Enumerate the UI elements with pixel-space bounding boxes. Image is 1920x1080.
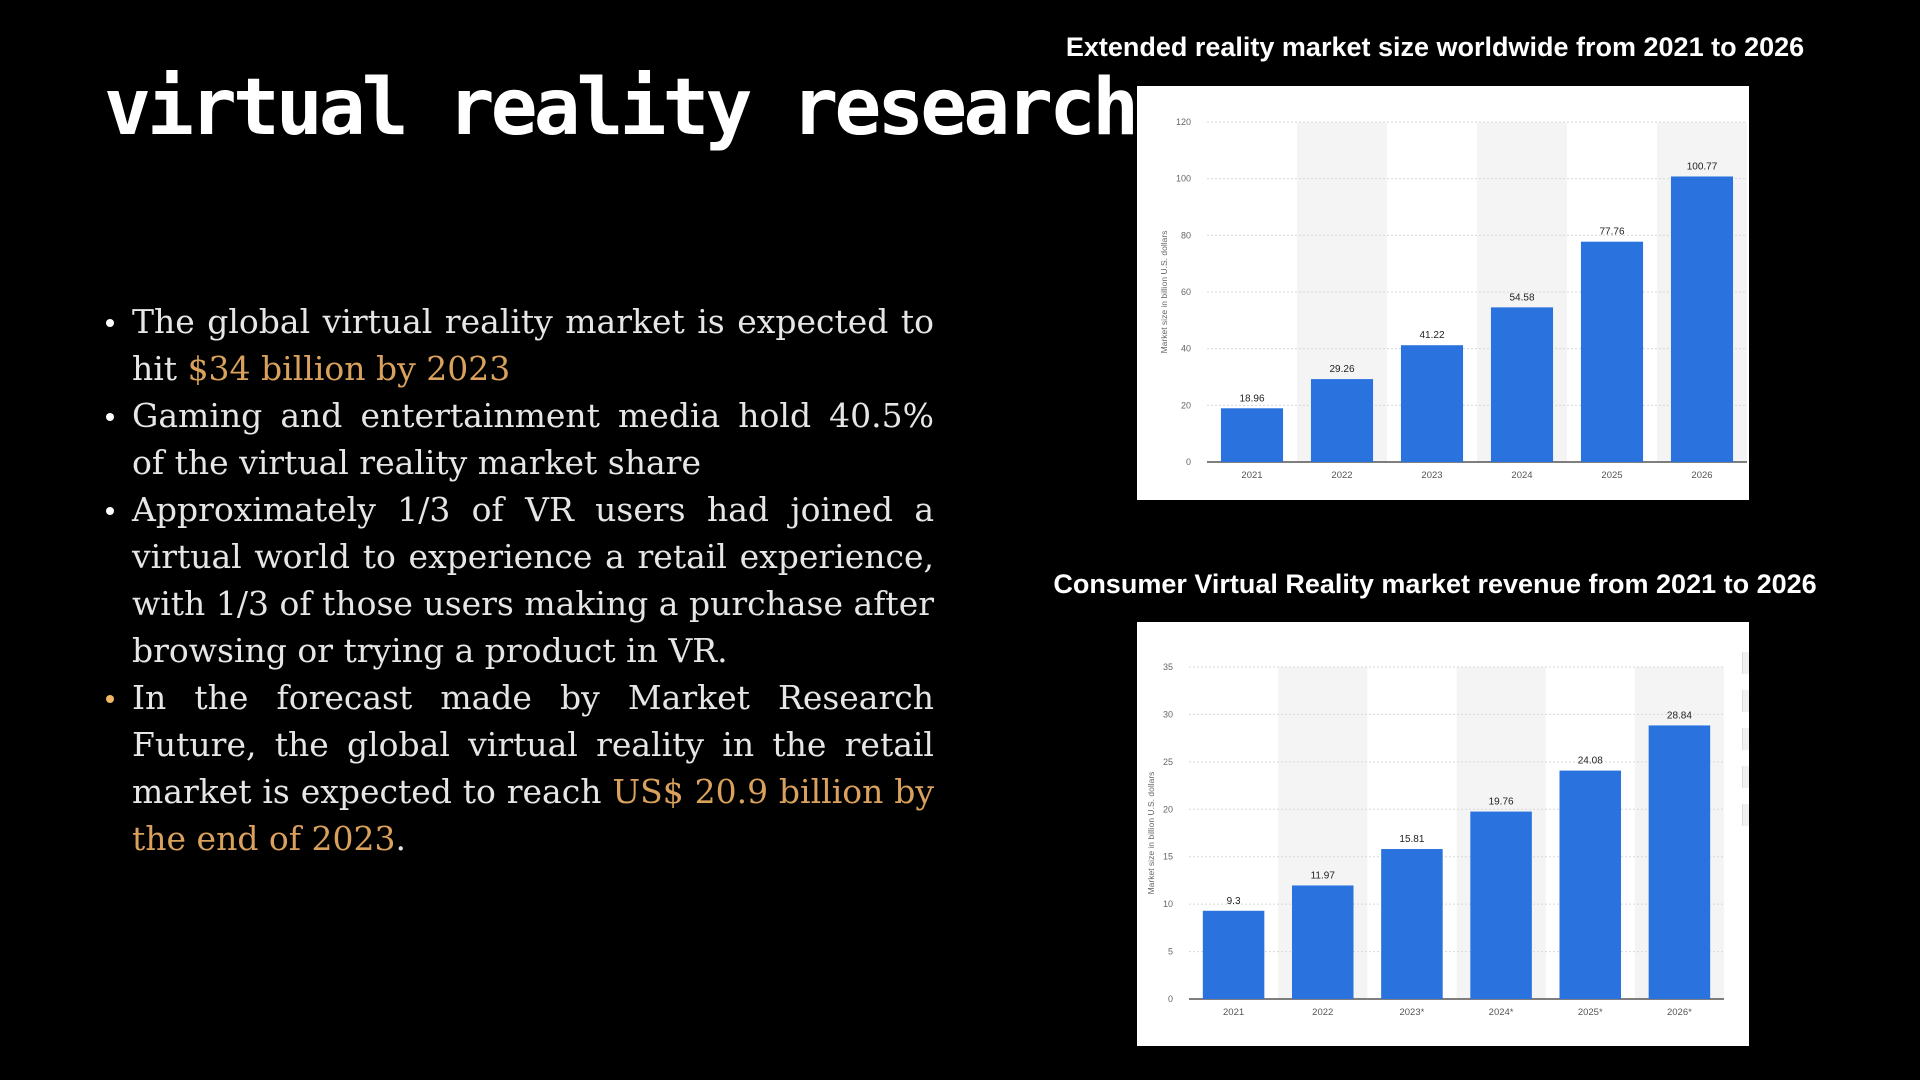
y-tick-label: 30 [1163, 709, 1173, 719]
y-tick-label: 5 [1168, 947, 1173, 957]
bullet-item: In the forecast made by Market Research … [106, 674, 935, 862]
x-tick-label: 2023* [1399, 1007, 1424, 1018]
y-tick-label: 80 [1181, 230, 1191, 240]
y-axis-label: Market size in billion U.S. dollars [1159, 231, 1169, 354]
chart-1-title: Extended reality market size worldwide f… [1065, 32, 1805, 62]
bar [1400, 345, 1464, 462]
x-tick-label: 2025 [1601, 470, 1622, 481]
bar [1202, 910, 1265, 999]
bar [1291, 885, 1354, 999]
y-tick-label: 0 [1186, 457, 1191, 467]
sidebar-stub [1742, 690, 1749, 712]
chart-1-svg: 0 20 40 60 80 100 120 Market size in billion U.… [1159, 117, 1747, 481]
highlight-text: $34 billion by 2023 [187, 349, 511, 388]
y-axis-label: Market size in billion U.S. dollars [1146, 772, 1156, 895]
chart-2-title: Consumer Virtual Reality market revenue … [1053, 569, 1817, 599]
data-label: 15.81 [1399, 834, 1424, 845]
data-label: 9.3 [1227, 896, 1241, 907]
bar [1310, 379, 1374, 462]
bar [1490, 307, 1554, 462]
y-tick-label: 0 [1168, 994, 1173, 1004]
data-label: 54.58 [1509, 292, 1534, 303]
chart-1-image: 0 20 40 60 80 100 120 Market size in billion U.… [1137, 86, 1749, 500]
bullet-text: The global virtual reality market is exp… [132, 302, 934, 388]
x-tick-label: 2023 [1421, 470, 1442, 481]
y-tick-label: 15 [1163, 852, 1173, 862]
y-tick-label: 25 [1163, 757, 1173, 767]
data-label: 24.08 [1578, 756, 1603, 767]
x-tick-label: 2024* [1489, 1007, 1514, 1018]
x-tick-label: 2026* [1667, 1007, 1692, 1018]
bar [1559, 770, 1622, 999]
bullet-text: Approximately 1/3 of VR users had joined… [132, 490, 934, 670]
chart-2-svg: 0 5 10 15 20 25 30 35 Market size in billion U.S… [1146, 662, 1724, 1018]
slide-title: virtual reality research [104, 63, 1139, 153]
data-label: 77.76 [1599, 227, 1624, 238]
bar [1220, 408, 1284, 462]
bullet-item: Approximately 1/3 of VR users had joined… [106, 486, 934, 674]
sidebar-stub [1742, 766, 1749, 788]
data-label: 41.22 [1419, 330, 1444, 341]
bar [1381, 849, 1443, 999]
x-tick-label: 2025* [1578, 1007, 1603, 1018]
y-tick-label: 10 [1163, 899, 1173, 909]
x-tick-label: 2022 [1312, 1007, 1333, 1018]
x-tick-label: 2026 [1691, 470, 1712, 481]
sidebar-stub [1742, 804, 1749, 826]
y-tick-label: 60 [1181, 287, 1191, 297]
y-tick-label: 35 [1163, 662, 1173, 672]
bullet-item: Gaming and entertainment media hold 40.5… [106, 392, 934, 486]
bullet-text: . [395, 819, 406, 858]
highlight-text: US$ 20.9 billion by the end of 2023 [132, 772, 935, 858]
bar [1648, 725, 1711, 999]
bar [1670, 176, 1734, 463]
sidebar-stub [1742, 652, 1749, 674]
bullet-item: The global virtual reality market is exp… [106, 298, 934, 392]
y-tick-label: 20 [1163, 804, 1173, 814]
data-label: 28.84 [1667, 710, 1692, 721]
data-label: 29.26 [1329, 364, 1354, 375]
bullet-list: The global virtual reality market is exp… [106, 298, 935, 862]
bullet-text: Gaming and entertainment media hold 40.5… [132, 396, 934, 482]
y-tick-label: 20 [1181, 400, 1191, 410]
y-tick-label: 40 [1181, 344, 1191, 354]
y-tick-label: 120 [1176, 117, 1191, 127]
x-tick-label: 2021 [1223, 1007, 1244, 1018]
chart-2-image: 0 5 10 15 20 25 30 35 Market size in billion U.S… [1137, 622, 1749, 1046]
x-tick-label: 2022 [1331, 470, 1352, 481]
y-tick-label: 100 [1176, 174, 1191, 184]
data-label: 18.96 [1239, 393, 1264, 404]
bullet-text: In the forecast made by Market Research … [132, 678, 934, 811]
x-tick-label: 2024 [1511, 470, 1532, 481]
data-label: 11.97 [1311, 870, 1336, 881]
data-label: 19.76 [1489, 797, 1514, 808]
sidebar-stub [1742, 728, 1749, 750]
x-tick-label: 2021 [1241, 470, 1262, 481]
data-label: 100.77 [1687, 161, 1718, 172]
bar [1470, 811, 1532, 999]
bar [1580, 241, 1644, 462]
